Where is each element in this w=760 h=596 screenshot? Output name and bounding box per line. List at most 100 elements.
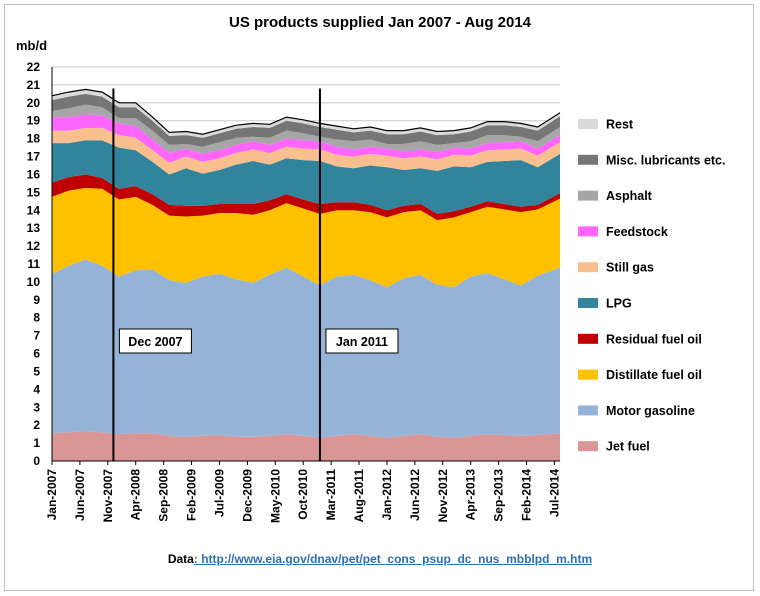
y-tick-label: 17 — [27, 150, 41, 164]
source-line: Data: http://www.eia.gov/dnav/pet/pet_co… — [0, 552, 760, 566]
legend-swatch — [578, 226, 598, 237]
y-tick-label: 3 — [33, 400, 40, 414]
annotation-label: Jan 2011 — [336, 335, 388, 349]
y-tick-label: 16 — [27, 167, 41, 181]
legend-swatch — [578, 119, 598, 129]
y-tick-label: 14 — [27, 203, 41, 217]
total-outline — [51, 88, 561, 135]
area-distillate-fuel-oil — [52, 187, 560, 288]
annotations: Dec 2007 Jan 2011 — [112, 88, 399, 461]
legend-label: Asphalt — [606, 189, 653, 203]
legend-item: Feedstock — [578, 225, 668, 239]
legend-label: Distillate fuel oil — [606, 368, 702, 382]
series-areas — [51, 88, 561, 461]
legend-label: Misc. lubricants etc. — [606, 153, 725, 167]
y-tick-label: 0 — [33, 454, 40, 468]
legend-swatch — [578, 369, 598, 380]
legend-label: Motor gasoline — [606, 404, 695, 418]
legend-item: Asphalt — [578, 189, 653, 203]
x-tick-label: Nov-2007 — [101, 469, 115, 523]
axes — [51, 67, 560, 462]
legend-item: Still gas — [578, 261, 654, 275]
legend-swatch — [578, 298, 598, 308]
x-tick-label: Feb-2009 — [185, 469, 199, 521]
area-still-gas — [52, 127, 560, 175]
y-tick-label: 12 — [27, 239, 41, 253]
legend-swatch — [578, 441, 598, 452]
x-tick-labels: Jan-2007 Jun-2007 Nov-2007 Apr-2008 Sep-2008… — [45, 461, 561, 523]
area-motor-gasoline — [52, 259, 560, 438]
legend-item: Residual fuel oil — [578, 332, 702, 346]
x-tick-label: Jun-2007 — [73, 469, 87, 521]
legend-item: Motor gasoline — [578, 404, 695, 418]
legend-item: Rest — [578, 118, 634, 132]
legend-label: LPG — [606, 297, 632, 311]
x-tick-label: Oct-2010 — [296, 469, 310, 520]
y-tick-label: 15 — [27, 185, 41, 199]
y-tick-label: 20 — [27, 96, 41, 110]
legend-label: Residual fuel oil — [606, 332, 702, 346]
legend-item: Jet fuel — [578, 440, 650, 454]
legend-item: LPG — [578, 297, 632, 311]
area-jet-fuel — [52, 431, 560, 461]
area-residual-fuel-oil — [52, 174, 560, 221]
legend-swatch — [578, 190, 598, 201]
y-tick-label: 7 — [33, 329, 40, 343]
annotation-box — [118, 328, 192, 354]
x-tick-label: May-2010 — [268, 469, 282, 523]
y-tick-label: 4 — [33, 382, 40, 396]
y-tick-label: 18 — [27, 132, 41, 146]
y-tick-label: 1 — [33, 436, 40, 450]
legend-swatch — [578, 262, 598, 273]
legend-label: Jet fuel — [606, 440, 650, 454]
y-tick-label: 5 — [33, 364, 40, 378]
x-tick-label: Aug-2011 — [352, 469, 366, 523]
x-tick-label: Jan-2007 — [45, 469, 59, 521]
x-tick-label: Mar-2011 — [324, 469, 338, 521]
legend-label: Feedstock — [606, 225, 668, 239]
area-rest — [52, 89, 560, 138]
x-tick-label: Feb-2014 — [520, 469, 534, 521]
legend-item: Distillate fuel oil — [578, 368, 702, 382]
annotation-label: Dec 2007 — [128, 335, 182, 349]
legend-label: Rest — [606, 118, 634, 132]
y-tick-label: 22 — [27, 60, 41, 74]
y-tick-label: 2 — [33, 418, 40, 432]
legend: Rest Misc. lubricants etc. Asphalt Feedstoc… — [578, 118, 725, 454]
y-tick-label: 19 — [27, 114, 41, 128]
x-tick-label: Dec-2009 — [240, 469, 254, 522]
x-tick-label: Sep-2008 — [157, 469, 171, 522]
area-feedstock — [52, 114, 560, 163]
y-tick-label: 10 — [27, 275, 41, 289]
y-tick-label: 21 — [27, 78, 41, 92]
y-tick-label: 9 — [33, 293, 40, 307]
legend-swatch — [578, 405, 598, 416]
y-tick-label: 6 — [33, 347, 40, 361]
x-tick-label: Sep-2013 — [492, 469, 506, 522]
annotation-box — [325, 328, 399, 354]
y-axis-unit-label: mb/d — [16, 38, 48, 53]
x-tick-label: Jul-2014 — [547, 469, 561, 517]
source-prefix: Data — [167, 552, 194, 566]
legend-item: Misc. lubricants etc. — [578, 153, 725, 167]
y-tick-label: 8 — [33, 311, 40, 325]
x-tick-label: Nov-2012 — [436, 469, 450, 523]
legend-label: Still gas — [606, 261, 654, 275]
legend-swatch — [578, 154, 598, 165]
y-tick-label: 13 — [27, 221, 41, 235]
chart-title: US products supplied Jan 2007 - Aug 2014 — [228, 14, 532, 31]
annotation: Jan 2011 — [318, 88, 399, 461]
x-tick-label: Apr-2008 — [129, 469, 143, 521]
x-tick-label: Apr-2013 — [464, 469, 478, 521]
area-asphalt — [52, 104, 560, 154]
legend-swatch — [578, 333, 598, 344]
y-tick-label: 11 — [27, 257, 40, 271]
x-tick-label: Jan-2012 — [380, 469, 394, 521]
x-tick-label: Jun-2012 — [408, 469, 422, 521]
area-misc-lubricants-etc — [52, 93, 560, 147]
annotation: Dec 2007 — [112, 88, 192, 461]
source-link[interactable]: : http://www.eia.gov/dnav/pet/pet_cons_p… — [193, 552, 593, 566]
area-lpg — [52, 140, 560, 214]
x-tick-label: Jul-2009 — [213, 469, 227, 517]
